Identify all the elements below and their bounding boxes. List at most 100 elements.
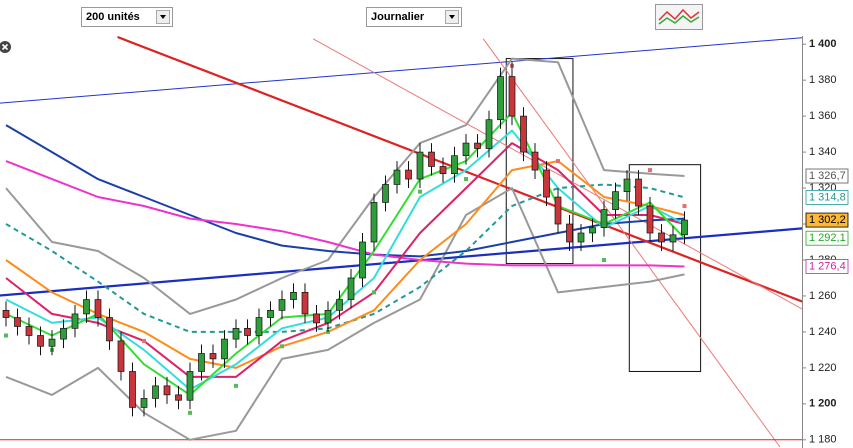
- toolbar: 200 unités Journalier: [0, 0, 853, 36]
- candle-body: [347, 277, 355, 300]
- sar-dot: [648, 168, 652, 173]
- candle-body: [301, 292, 309, 315]
- candle-body: [439, 166, 447, 175]
- icon-line: [658, 15, 700, 25]
- last-value-box: [805, 190, 849, 205]
- candle-body: [244, 327, 251, 336]
- candle-body: [14, 317, 21, 327]
- candle-body: [278, 299, 286, 311]
- indicator-button[interactable]: [655, 4, 703, 30]
- trend-line: [312, 38, 802, 310]
- candle-body: [382, 184, 389, 203]
- sar-dot: [188, 410, 192, 415]
- candle-body: [186, 371, 194, 401]
- candle-body: [25, 326, 33, 336]
- candle-body: [393, 169, 401, 185]
- candle-body: [497, 76, 504, 121]
- y-tick-label: 1 180: [809, 434, 837, 446]
- candle-body: [71, 313, 79, 329]
- candle-body: [37, 335, 44, 347]
- y-tick-label: 1 220: [809, 362, 837, 374]
- candle-body: [163, 385, 171, 396]
- plot: [0, 36, 802, 448]
- candle-body: [531, 151, 539, 171]
- candle-body: [416, 151, 424, 180]
- candle-body: [566, 223, 573, 243]
- last-value-label: 1 314,8: [809, 191, 846, 203]
- candle-body: [209, 353, 217, 360]
- candle-body: [462, 142, 470, 157]
- close-button[interactable]: [0, 41, 11, 53]
- indicator-line: [5, 183, 685, 333]
- candle-body: [140, 398, 148, 408]
- candle-body: [589, 227, 596, 234]
- candle-body: [485, 119, 493, 149]
- candle-body: [359, 241, 366, 279]
- box: [628, 164, 702, 372]
- candle-body: [623, 178, 631, 192]
- y-tick-label: 1 200: [809, 398, 837, 410]
- candle-body: [612, 191, 619, 210]
- dropdown-arrow: [445, 10, 459, 24]
- candle-body: [106, 317, 113, 342]
- candle-body: [474, 142, 481, 149]
- y-tick-label: 1 360: [809, 110, 837, 122]
- indicator-line: [5, 187, 685, 441]
- sar-dot: [682, 204, 687, 209]
- units-dropdown[interactable]: 200 unités: [81, 7, 173, 27]
- candle-body: [117, 340, 125, 372]
- last-value-box: [805, 168, 849, 184]
- last-value-box: [805, 259, 849, 274]
- sar-dot: [280, 344, 284, 349]
- y-tick-label: 1 240: [809, 326, 837, 338]
- candle-body: [336, 299, 343, 311]
- box: [505, 58, 574, 265]
- y-tick-label: 1 400: [809, 38, 837, 50]
- candle-body: [520, 115, 527, 153]
- candle-body: [508, 76, 516, 117]
- icon-line: [658, 8, 700, 21]
- candle-body: [129, 371, 136, 408]
- trend-line: [482, 38, 781, 448]
- candle-body: [543, 169, 550, 198]
- candle-body: [324, 309, 332, 324]
- indicator-line: [5, 160, 685, 268]
- y-tick-label: 1 340: [809, 146, 837, 158]
- candle-body: [646, 205, 654, 234]
- candle-body: [669, 234, 677, 243]
- sar-dot: [142, 338, 146, 343]
- candle-body: [2, 309, 10, 318]
- candle-body: [290, 292, 297, 300]
- sar-dot: [556, 159, 560, 164]
- units-text: 200 unités: [86, 11, 140, 23]
- last-value-label: 1 302,2: [809, 214, 846, 226]
- candle-body: [577, 232, 585, 243]
- candle-body: [681, 219, 688, 236]
- period-text: Journalier: [371, 11, 425, 23]
- candle-body: [198, 353, 205, 372]
- y-tick-label: 1 260: [809, 290, 837, 302]
- sar-dot: [464, 177, 468, 182]
- candle-body: [451, 155, 458, 175]
- candle-body: [83, 299, 90, 315]
- last-value-box: [805, 212, 849, 228]
- last-value-box: [805, 230, 849, 246]
- period-dropdown[interactable]: Journalier: [366, 7, 462, 27]
- candle-body: [600, 209, 608, 228]
- candle-body: [175, 394, 182, 401]
- candle-body: [48, 338, 56, 347]
- candle-body: [658, 232, 665, 243]
- candle-body: [554, 196, 562, 225]
- candle-body: [405, 169, 412, 180]
- trend-line: [0, 37, 802, 104]
- last-value-label: 1 292,1: [809, 232, 846, 244]
- indicator-line: [5, 57, 685, 315]
- button-frame: [655, 4, 703, 30]
- candle-body: [221, 338, 228, 360]
- candle-body: [635, 178, 642, 207]
- indicator-line: [5, 160, 685, 369]
- candle-body: [313, 313, 320, 324]
- y-tick-label: 1 380: [809, 74, 837, 86]
